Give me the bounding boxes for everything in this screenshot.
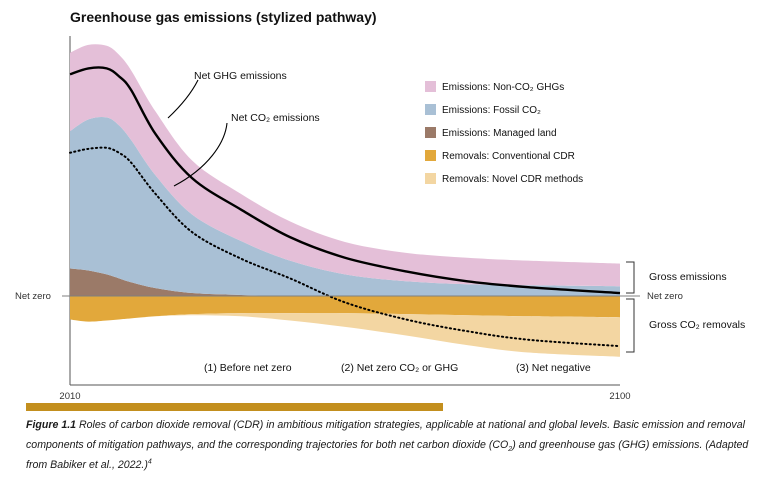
area-series-4 — [70, 312, 620, 357]
net-zero-right-label: Net zero — [647, 291, 683, 302]
net-ghg-line — [69, 66, 621, 295]
legend-swatch-0 — [425, 127, 436, 138]
legend-label-1: Emissions: Fossil CO₂ — [442, 105, 541, 116]
legend: Emissions: Non-CO₂ GHGs Emissions: Fossil… — [425, 81, 583, 185]
net-ghg-callout-line — [167, 79, 199, 119]
legend-swatch-3 — [425, 150, 436, 161]
figure-caption: Figure 1.1 Roles of carbon dioxide remov… — [26, 415, 756, 483]
net-co2-callout-line — [173, 122, 228, 187]
legend-label-2: Emissions: Non-CO₂ GHGs — [442, 82, 564, 93]
caption-subscript-2: 2 — [508, 446, 513, 454]
phase-label-net-zero: (2) Net zero CO₂ or GHG — [341, 362, 458, 374]
legend-label-0: Emissions: Managed land — [442, 128, 557, 139]
phase-label-before-net-zero: (1) Before net zero — [204, 362, 292, 374]
legend-swatch-4 — [425, 173, 436, 184]
caption-footnote-marker: 4 — [147, 458, 152, 466]
stacked-areas — [70, 44, 620, 357]
phase-label-net-negative: (3) Net negative — [516, 362, 591, 374]
net-zero-left-label: Net zero — [15, 291, 51, 302]
net-co2-label: Net CO₂ emissions — [231, 112, 320, 124]
net-co2-line — [69, 146, 621, 348]
emissions-chart: Greenhouse gas emissions (stylized pathw… — [15, 9, 745, 402]
gross-emissions-label: Gross emissions — [649, 271, 727, 283]
legend-swatch-1 — [425, 104, 436, 115]
net-emission-lines — [69, 66, 621, 348]
net-ghg-label: Net GHG emissions — [194, 70, 287, 82]
chart-title: Greenhouse gas emissions (stylized pathw… — [70, 9, 377, 25]
legend-label-4: Removals: Novel CDR methods — [442, 174, 583, 185]
figure-label: Figure 1.1 — [26, 419, 77, 431]
caption-text-part-1: Roles of carbon dioxide removal (CDR) in… — [26, 419, 745, 451]
caption-text-part-2: ) and greenhouse gas (GHG) emissions. (A… — [26, 439, 749, 471]
caption-accent-bar — [26, 403, 443, 411]
x-tick-label-2010: 2010 — [59, 391, 80, 402]
legend-label-3: Removals: Conventional CDR — [442, 151, 575, 162]
gross-removals-label: Gross CO₂ removals — [649, 319, 745, 331]
area-series-0 — [70, 268, 620, 297]
area-series-1 — [70, 116, 620, 297]
area-series-3 — [70, 296, 620, 322]
legend-swatch-2 — [425, 81, 436, 92]
gross-emissions-bracket — [626, 261, 635, 294]
gross-removals-bracket — [626, 298, 635, 353]
x-tick-label-2100: 2100 — [609, 391, 630, 402]
